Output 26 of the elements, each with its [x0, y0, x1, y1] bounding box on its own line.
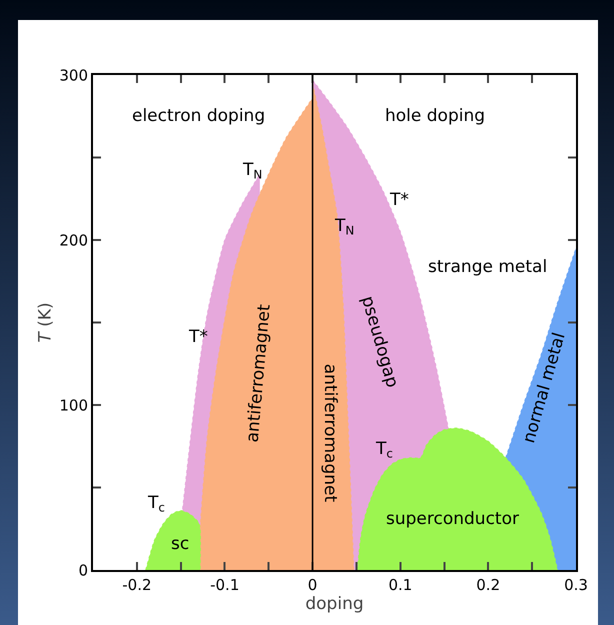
annotation: antiferromagnet [242, 303, 275, 444]
annotation: superconductor [386, 509, 519, 529]
x-tick-label: 0.2 [476, 576, 500, 594]
x-tick-label: -0.2 [122, 576, 152, 594]
annotation: T$_{N}$ [242, 160, 262, 182]
y-tick-label: 200 [59, 231, 88, 250]
annotation: antiferromagnet [320, 364, 340, 502]
annotation: T$_{c}$ [375, 439, 393, 461]
annotation: sc [171, 534, 190, 554]
annotation: T$_{N}$ [334, 216, 354, 238]
annotation: electron doping [132, 106, 266, 126]
x-axis-title: doping [305, 594, 364, 614]
x-tick-label: 0.3 [564, 576, 588, 594]
annotation: hole doping [385, 106, 486, 126]
y-tick-label: 300 [59, 66, 88, 84]
annotation: T$_{c}$ [147, 493, 165, 515]
x-tick-label: -0.1 [210, 576, 240, 594]
annotation: T* [389, 190, 409, 210]
annotation: normal metal [519, 330, 570, 446]
x-tick-label: 0 [308, 576, 318, 594]
y-tick-label: 100 [59, 396, 88, 414]
annotation: strange metal [428, 257, 548, 277]
y-axis-title: T (K) [35, 302, 56, 343]
x-tick-label: 0.1 [388, 576, 412, 594]
annotation: T* [188, 327, 208, 347]
y-tick-label: 0 [78, 561, 88, 580]
